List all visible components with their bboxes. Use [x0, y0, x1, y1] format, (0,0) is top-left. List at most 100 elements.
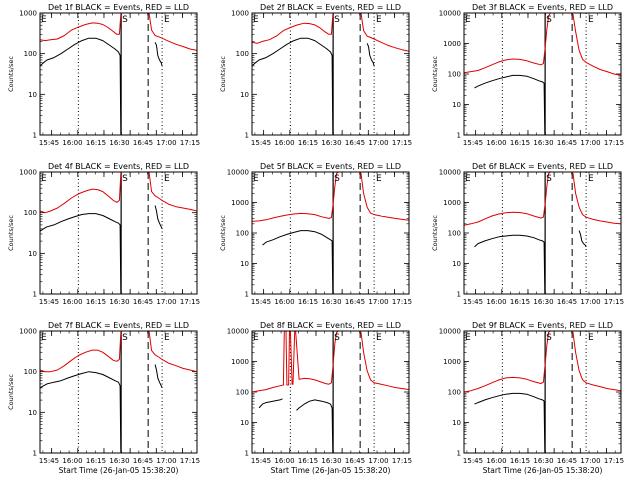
plot-frame	[463, 330, 622, 454]
plot-frame	[463, 12, 622, 136]
marker-annotation: E	[376, 15, 382, 25]
lld-series-line	[251, 171, 410, 222]
x-tick-label: 17:00	[368, 457, 388, 465]
y-tick-label: 1	[245, 291, 249, 299]
x-tick-label: 16:30	[321, 139, 341, 147]
y-tick-label: 1000	[443, 40, 461, 48]
x-tick-label: 16:15	[86, 457, 106, 465]
x-tick-label: 16:45	[557, 298, 577, 306]
marker-annotation: E	[376, 174, 382, 184]
x-axis-label: Start Time (26-Jan-05 15:38:20)	[59, 466, 179, 475]
y-tick-label: 10000	[439, 169, 461, 177]
y-tick-label: 10000	[227, 328, 249, 336]
y-tick-label: 1	[245, 450, 249, 458]
detector-panel: Det 5f BLACK = Events, RED = LLD Counts/s…	[219, 162, 412, 306]
y-tick-label: 1000	[19, 169, 37, 177]
marker-annotation: S	[334, 15, 340, 25]
x-tick-label: 15:45	[39, 298, 59, 306]
y-tick-label: 1	[33, 291, 37, 299]
marker-annotation: S	[334, 333, 340, 343]
panel-title: Det 3f BLACK = Events, RED = LLD	[472, 3, 613, 12]
panel-title: Det 1f BLACK = Events, RED = LLD	[48, 3, 189, 12]
x-tick-label: 17:00	[580, 457, 600, 465]
y-tick-label: 10	[28, 91, 37, 99]
marker-annotation: E	[41, 15, 47, 25]
x-tick-label: 17:15	[604, 139, 624, 147]
y-tick-label: 10	[452, 419, 461, 427]
detector-panel: Det 8f BLACK = Events, RED = LLD Start Ti…	[227, 321, 412, 475]
events-series-line	[251, 37, 334, 135]
lld-series-line	[251, 12, 410, 52]
x-tick-label: 16:00	[62, 457, 82, 465]
plot-frame	[251, 330, 410, 454]
x-tick-label: 16:15	[510, 139, 530, 147]
x-tick-label: 16:45	[345, 298, 365, 306]
x-axis-label: Start Time (26-Jan-05 15:38:20)	[271, 466, 391, 475]
y-axis-label: Counts/sec	[7, 56, 15, 92]
lld-series-line	[39, 12, 198, 51]
y-tick-label: 10000	[439, 328, 461, 336]
marker-annotation: S	[334, 174, 340, 184]
x-tick-label: 16:00	[62, 139, 82, 147]
y-tick-label: 100	[448, 389, 461, 397]
x-tick-label: 17:00	[368, 139, 388, 147]
y-tick-label: 1000	[443, 358, 461, 366]
x-tick-label: 17:00	[156, 139, 176, 147]
detector-panel: Det 9f BLACK = Events, RED = LLD Start Ti…	[439, 321, 624, 475]
x-tick-label: 15:45	[251, 139, 271, 147]
x-tick-label: 17:15	[392, 298, 412, 306]
lld-series-line	[39, 330, 198, 373]
y-tick-label: 1000	[231, 10, 249, 18]
events-series-line	[258, 398, 283, 409]
y-tick-label: 10	[240, 91, 249, 99]
panel-title: Det 5f BLACK = Events, RED = LLD	[260, 162, 401, 171]
x-tick-label: 16:30	[533, 457, 553, 465]
x-tick-label: 17:00	[580, 298, 600, 306]
x-tick-label: 16:30	[109, 298, 129, 306]
events-series-line	[366, 43, 375, 67]
marker-annotation: E	[253, 174, 259, 184]
x-tick-label: 16:45	[557, 139, 577, 147]
y-tick-label: 10000	[227, 169, 249, 177]
marker-annotation: S	[546, 333, 552, 343]
marker-annotation: E	[41, 174, 47, 184]
x-tick-label: 15:45	[463, 139, 483, 147]
events-series-line	[154, 205, 163, 230]
y-tick-label: 1	[245, 132, 249, 140]
y-tick-label: 100	[236, 50, 249, 58]
y-axis-label: Counts/sec	[7, 215, 15, 251]
events-series-line	[474, 74, 546, 135]
plot-frame	[39, 12, 198, 136]
y-tick-label: 1	[33, 132, 37, 140]
detector-panel: Det 3f BLACK = Events, RED = LLD Counts/s…	[431, 3, 624, 147]
detector-panel: Det 2f BLACK = Events, RED = LLD Counts/s…	[219, 3, 412, 147]
lld-series-line	[463, 12, 622, 76]
lld-series-line	[463, 330, 622, 393]
x-tick-label: 15:45	[39, 457, 59, 465]
x-tick-label: 16:15	[510, 298, 530, 306]
x-tick-label: 16:30	[109, 457, 129, 465]
x-tick-label: 16:00	[486, 139, 506, 147]
marker-annotation: S	[546, 174, 552, 184]
x-tick-label: 17:15	[180, 457, 200, 465]
y-axis-label: Counts/sec	[7, 374, 15, 410]
events-series-line	[296, 399, 334, 453]
marker-annotation: E	[588, 333, 594, 343]
plot-frame	[39, 171, 198, 295]
events-series-line	[39, 371, 122, 453]
events-series-line	[474, 392, 546, 453]
x-tick-label: 16:15	[86, 139, 106, 147]
y-tick-label: 10	[452, 101, 461, 109]
x-tick-label: 16:45	[345, 139, 365, 147]
x-tick-label: 16:15	[298, 457, 318, 465]
x-tick-label: 17:15	[604, 298, 624, 306]
events-series-line	[262, 230, 334, 294]
y-axis-label: Counts/sec	[431, 215, 439, 251]
x-tick-label: 17:00	[156, 457, 176, 465]
x-tick-label: 17:15	[180, 139, 200, 147]
x-tick-label: 17:15	[392, 457, 412, 465]
x-tick-label: 15:45	[251, 457, 271, 465]
marker-annotation: E	[253, 333, 259, 343]
y-tick-label: 1	[457, 450, 461, 458]
